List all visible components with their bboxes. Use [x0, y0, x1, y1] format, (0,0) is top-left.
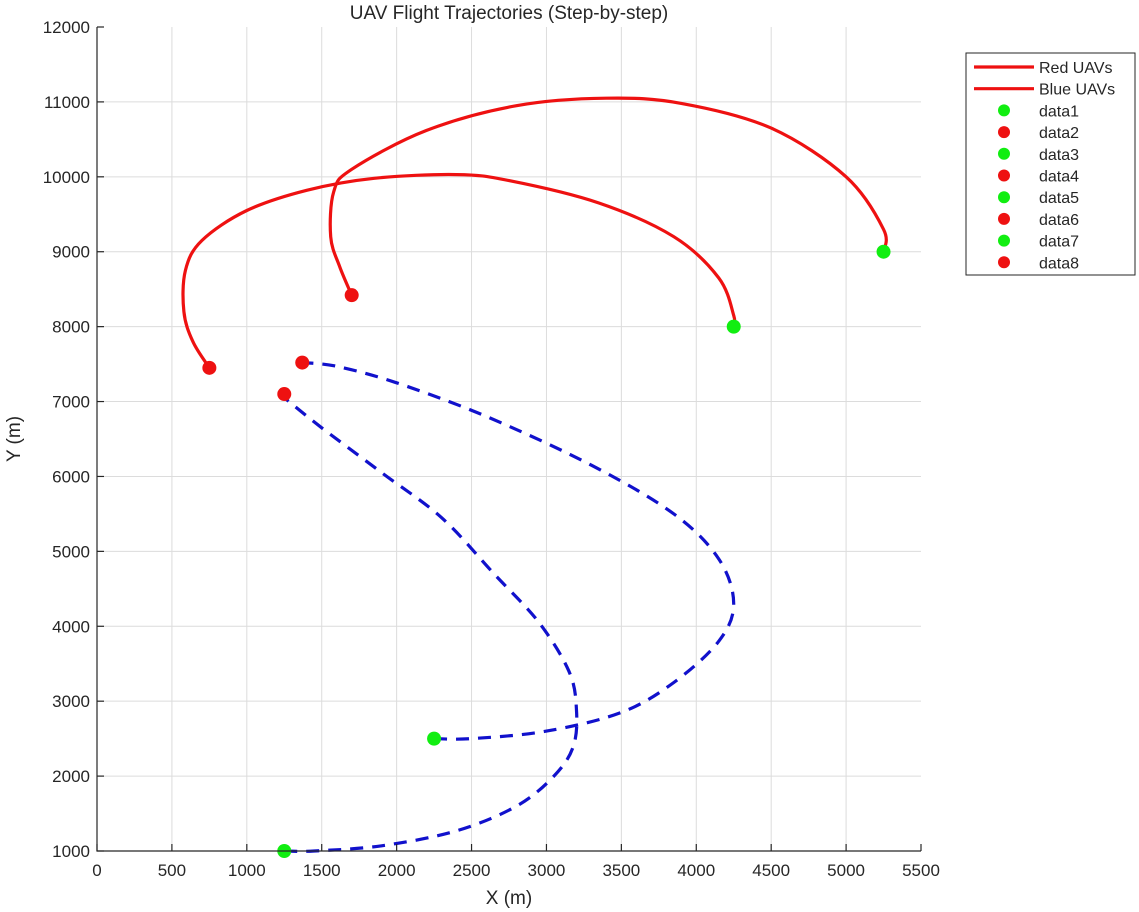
- marker-data6: [344, 288, 359, 303]
- x-tick-label-1: 500: [158, 861, 186, 880]
- marker-data7: [427, 731, 442, 746]
- axes: 0 500 1000 1500 2000 2500 3000 3500 4000 4500 5000…: [43, 18, 940, 880]
- legend-label-6: data5: [1039, 190, 1079, 207]
- legend-label-8: data7: [1039, 234, 1079, 251]
- x-tick-label-0: 0: [92, 861, 101, 880]
- legend-label-2: data1: [1039, 103, 1079, 120]
- legend-label-0: Red UAVs: [1039, 60, 1113, 77]
- x-axis-label: X (m): [486, 888, 532, 909]
- x-tick-label-11: 5500: [902, 861, 940, 880]
- legend-label-9: data8: [1039, 255, 1079, 272]
- y-tick-label-4: 5000: [52, 542, 90, 561]
- x-tick-label-8: 4000: [677, 861, 715, 880]
- y-tick-label-10: 11000: [44, 93, 90, 112]
- legend-label-3: data2: [1039, 125, 1079, 142]
- x-tick-label-7: 3500: [602, 861, 640, 880]
- y-tick-label-1: 2000: [52, 767, 90, 786]
- x-tick-label-10: 5000: [827, 861, 865, 880]
- legend-label-5: data4: [1039, 169, 1079, 186]
- legend-label-7: data6: [1039, 212, 1079, 229]
- trajectory-2: [283, 396, 579, 853]
- grid: [97, 27, 921, 851]
- legend-marker-data6: [998, 212, 1010, 225]
- legend-label-4: data3: [1039, 147, 1079, 164]
- x-tick-label-2: 1000: [228, 861, 266, 880]
- plot-area: [97, 27, 921, 851]
- legend-marker-data8: [998, 256, 1010, 269]
- x-tick-label-6: 3000: [528, 861, 566, 880]
- y-tick-label-6: 7000: [52, 393, 90, 412]
- marker-data2: [202, 360, 217, 375]
- marker-data1: [726, 319, 741, 334]
- trajectory-1: [181, 172, 737, 369]
- x-tick-label-5: 2500: [453, 861, 491, 880]
- marker-data5: [876, 244, 891, 259]
- legend-marker-data7: [998, 234, 1010, 247]
- legend-marker-data2: [998, 126, 1010, 139]
- x-tick-label-9: 4500: [752, 861, 790, 880]
- y-tick-label-11: 12000: [43, 18, 90, 37]
- x-tick-label-3: 1500: [303, 861, 341, 880]
- x-tick-label-4: 2000: [378, 861, 416, 880]
- legend-marker-data1: [998, 104, 1010, 117]
- trajectory-3: [328, 96, 888, 296]
- legend: Red UAVs Blue UAVs data1 data2 data3 data4 dat…: [965, 52, 1136, 276]
- legend-label-1: Blue UAVs: [1039, 82, 1115, 99]
- marker-data8: [295, 355, 310, 370]
- marker-data4: [277, 387, 292, 402]
- legend-marker-data3: [998, 147, 1010, 160]
- legend-marker-data5: [998, 191, 1010, 204]
- y-tick-label-9: 10000: [43, 168, 90, 187]
- legend-marker-data4: [998, 169, 1010, 182]
- y-tick-label-2: 3000: [52, 692, 90, 711]
- y-tick-label-7: 8000: [52, 318, 90, 337]
- y-tick-label-8: 9000: [52, 243, 90, 262]
- y-tick-label-5: 6000: [52, 467, 90, 486]
- y-axis-label: Y (m): [4, 416, 25, 462]
- series-layer: [181, 96, 888, 853]
- y-tick-label-3: 4000: [52, 617, 90, 636]
- trajectory-4: [302, 361, 736, 741]
- chart-title: UAV Flight Trajectories (Step-by-step): [350, 3, 669, 24]
- y-tick-label-0: 1000: [52, 842, 90, 861]
